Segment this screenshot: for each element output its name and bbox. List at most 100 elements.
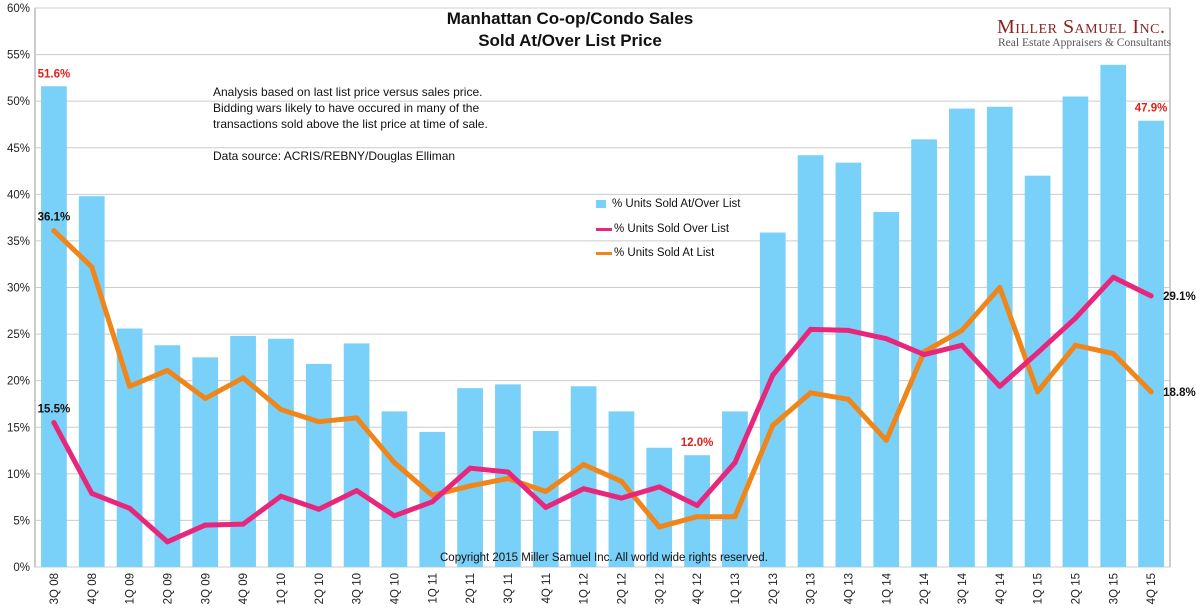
bar-at-over-list [873, 212, 900, 567]
y-tick-label: 40% [7, 189, 30, 201]
bar-at-over-list [381, 411, 408, 567]
point-sold-over-list [316, 506, 322, 512]
point-sold-over-list [921, 352, 927, 358]
point-sold-over-list [429, 499, 435, 505]
legend-label-at: % Units Sold At List [614, 247, 715, 259]
bar-at-over-list [1100, 64, 1127, 567]
x-tick-label: 1Q 10 [276, 573, 288, 604]
point-sold-over-list [732, 460, 738, 466]
data-label: 18.8% [1163, 387, 1196, 399]
point-sold-over-list [240, 521, 246, 527]
point-sold-over-list [694, 503, 700, 509]
y-tick-label: 10% [7, 469, 30, 481]
point-sold-over-list [1110, 274, 1116, 280]
data-source-note: Data source: ACRIS/REBNY/Douglas Elliman [213, 149, 456, 163]
x-tick-label: 1Q 12 [579, 573, 591, 604]
note-line-2: Bidding wars likely to have occured in m… [213, 101, 480, 115]
bar-at-over-list [1138, 120, 1164, 568]
x-tick-label: 2Q 12 [616, 573, 628, 604]
point-sold-over-list [770, 372, 776, 378]
data-label: 15.5% [38, 404, 71, 416]
point-sold-at-list [845, 396, 851, 402]
y-tick-label: 60% [7, 3, 30, 15]
legend-swatch-over [596, 227, 612, 231]
point-sold-over-list [51, 420, 57, 426]
x-tick-label: 3Q 14 [957, 572, 969, 604]
x-tick-label: 3Q 10 [352, 573, 364, 604]
point-sold-over-list [808, 326, 814, 332]
point-sold-over-list [883, 336, 889, 342]
point-sold-over-list [997, 383, 1003, 389]
x-tick-label: 2Q 15 [1070, 573, 1082, 604]
data-label: 51.6% [38, 68, 71, 80]
point-sold-over-list [505, 469, 511, 475]
point-sold-at-list [618, 478, 624, 484]
point-sold-over-list [618, 495, 624, 501]
legend-item-at-over: % Units Sold At/Over List [596, 198, 740, 210]
y-tick-label: 45% [7, 143, 30, 155]
point-sold-at-list [581, 462, 587, 468]
x-tick-label: 3Q 13 [806, 573, 818, 604]
x-tick-label: 4Q 15 [1146, 573, 1158, 604]
point-sold-at-list [770, 422, 776, 428]
point-sold-over-list [845, 327, 851, 333]
note-line-1: Analysis based on last list price versus… [213, 85, 483, 99]
point-sold-over-list [89, 490, 95, 496]
point-sold-at-list [240, 375, 246, 381]
point-sold-at-list [354, 415, 360, 421]
bar-at-over-list [570, 386, 597, 567]
x-tick-label: 4Q 11 [541, 573, 553, 603]
copyright-notice: Copyright 2015 Miller Samuel Inc. All wo… [440, 552, 768, 564]
x-tick-label: 4Q 13 [843, 573, 855, 604]
bar-at-over-list [797, 155, 824, 567]
bar-at-over-list [268, 338, 294, 567]
x-tick-label: 2Q 11 [465, 573, 477, 603]
legend-item-at: % Units Sold At List [596, 247, 714, 259]
x-tick-label: 1Q 09 [125, 573, 137, 604]
point-sold-at-list [694, 514, 700, 520]
x-tick-label: 2Q 13 [768, 573, 780, 604]
bar-at-over-list [684, 455, 710, 567]
point-sold-at-list [543, 489, 549, 495]
x-tick-label: 3Q 15 [1108, 573, 1120, 604]
data-label: 47.9% [1135, 103, 1168, 115]
line-sold-over-list [51, 274, 1154, 545]
point-sold-over-list [1072, 315, 1078, 321]
x-tick-label: 4Q 14 [995, 572, 1007, 604]
point-sold-over-list [581, 486, 587, 492]
point-sold-at-list [278, 407, 284, 413]
point-sold-over-list [467, 465, 473, 471]
bar-at-over-list [230, 335, 256, 567]
point-sold-over-list [959, 342, 965, 348]
point-sold-at-list [316, 419, 322, 425]
point-sold-at-list [391, 460, 397, 466]
legend-item-over: % Units Sold Over List [596, 223, 729, 235]
point-sold-at-list [883, 437, 889, 443]
point-sold-at-list [1148, 389, 1154, 395]
x-tick-label: 4Q 12 [692, 573, 704, 604]
point-sold-over-list [202, 522, 208, 528]
point-sold-over-list [127, 505, 133, 511]
point-sold-at-list [808, 390, 814, 396]
point-sold-at-list [732, 514, 738, 520]
point-sold-at-list [429, 492, 435, 498]
x-tick-label: 1Q 14 [881, 572, 893, 604]
point-sold-over-list [1035, 350, 1041, 356]
point-sold-at-list [656, 524, 662, 530]
point-sold-at-list [89, 264, 95, 270]
x-tick-label: 1Q 13 [730, 573, 742, 604]
x-tick-label: 4Q 09 [238, 573, 250, 604]
brand-name: Miller Samuel Inc. [997, 16, 1166, 38]
x-tick-label: 1Q 15 [1033, 573, 1045, 604]
bar-at-over-list [78, 196, 105, 568]
x-tick-label: 3Q 08 [49, 573, 61, 604]
bar-at-over-list [154, 345, 181, 567]
point-sold-over-list [543, 504, 549, 510]
bar-at-over-list [495, 384, 521, 567]
bar-at-over-list [646, 447, 673, 567]
bar-at-over-list [986, 106, 1013, 568]
x-tick-label: 4Q 08 [87, 573, 99, 604]
x-tick-label: 2Q 09 [162, 573, 174, 604]
data-label: 36.1% [38, 212, 71, 224]
legend-label-at-over: % Units Sold At/Over List [612, 198, 741, 210]
